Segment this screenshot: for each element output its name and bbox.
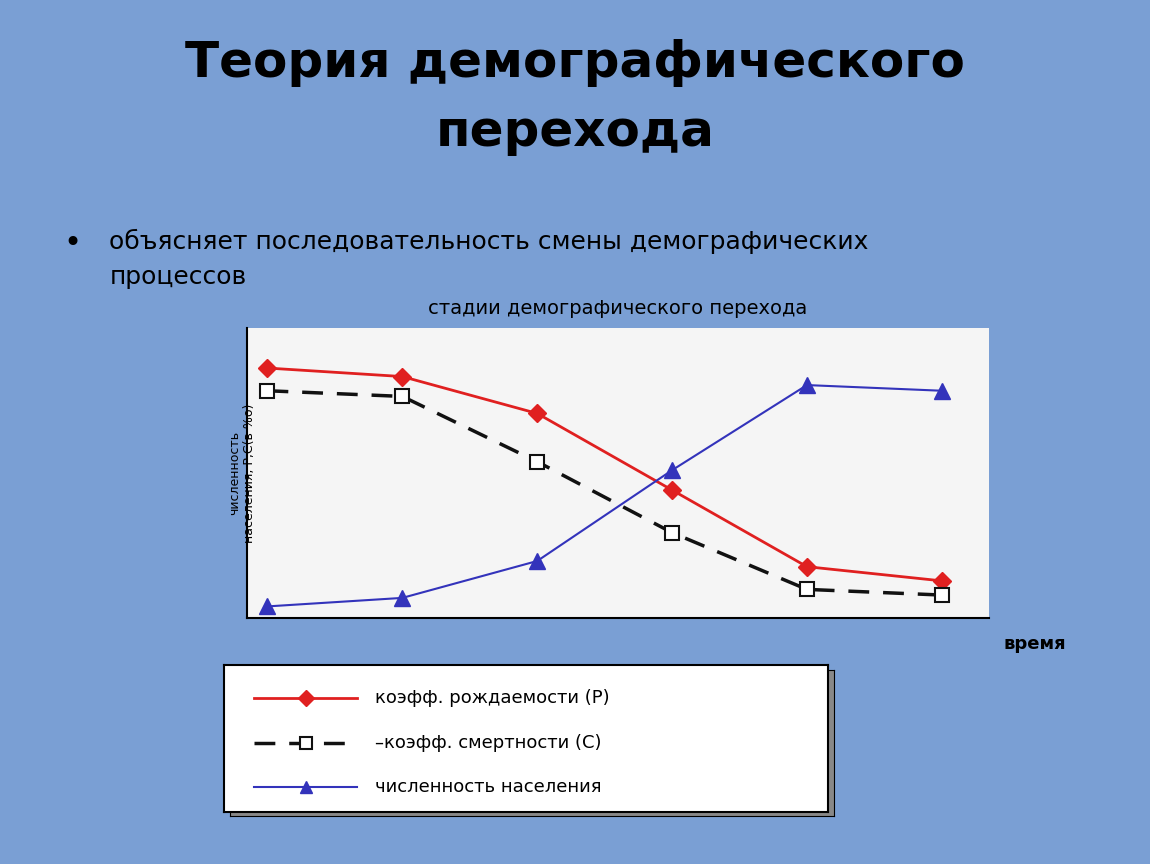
Text: объясняет последовательность смены демографических: объясняет последовательность смены демог… xyxy=(109,229,868,254)
Y-axis label: численность
населения, Р,С(в %о): численность населения, Р,С(в %о) xyxy=(228,403,255,543)
Text: коэфф. рождаемости (Р): коэфф. рождаемости (Р) xyxy=(375,689,610,707)
Text: Теория демографического: Теория демографического xyxy=(185,39,965,87)
Text: –коэфф. смертности (С): –коэфф. смертности (С) xyxy=(375,734,601,753)
Text: перехода: перехода xyxy=(436,108,714,156)
Text: численность населения: численность населения xyxy=(375,778,601,797)
Text: процессов: процессов xyxy=(109,265,246,289)
Text: время: время xyxy=(1004,635,1066,653)
Title: стадии демографического перехода: стадии демографического перехода xyxy=(429,300,807,319)
Text: •: • xyxy=(63,229,82,258)
